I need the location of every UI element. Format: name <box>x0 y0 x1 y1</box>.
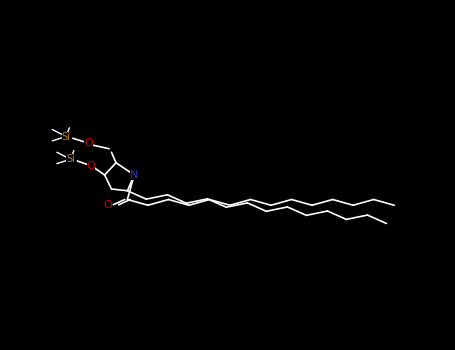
Text: O: O <box>86 161 96 171</box>
Text: Si: Si <box>66 154 75 164</box>
Text: Si: Si <box>61 132 71 141</box>
Text: O: O <box>103 200 112 210</box>
Text: N: N <box>130 170 138 180</box>
Text: O: O <box>84 139 93 148</box>
